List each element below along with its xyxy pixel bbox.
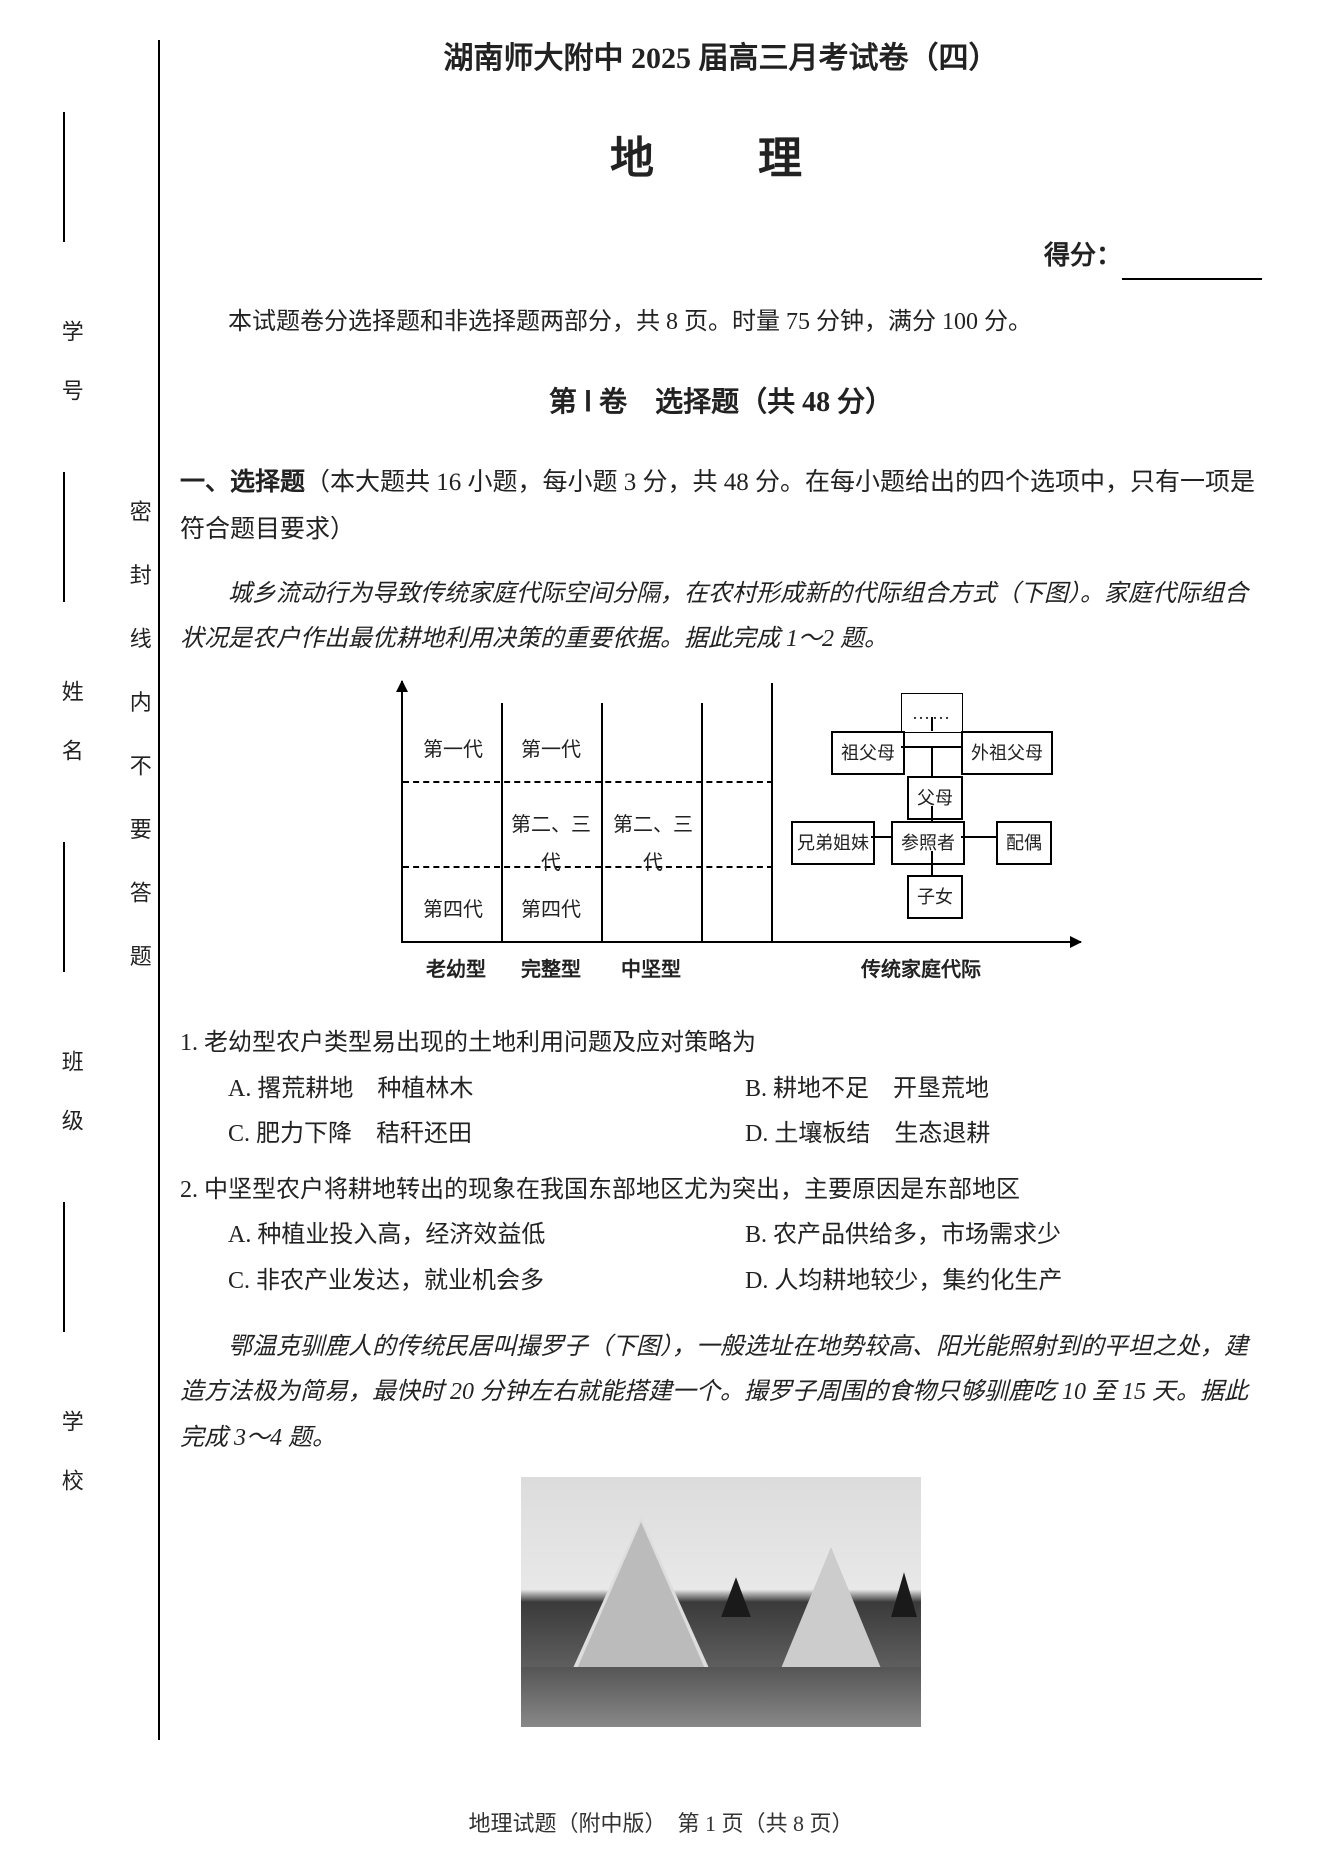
q2-options: A. 种植业投入高，经济效益低 B. 农产品供给多，市场需求少 C. 非农产业发…	[180, 1213, 1262, 1304]
tree-ref: 参照者	[891, 821, 965, 865]
gridline-v2	[601, 703, 603, 941]
gridline-h1	[403, 781, 773, 783]
q1-option-c: C. 肥力下降 秸秆还田	[228, 1112, 745, 1158]
score-blank	[1122, 278, 1262, 280]
col-label-4: 传统家庭代际	[791, 951, 1051, 989]
part1-heading-bold: 一、选择题	[180, 469, 305, 496]
subject-title: 地 理	[180, 117, 1262, 201]
passage-1: 城乡流动行为导致传统家庭代际空间分隔，在农村形成新的代际组合方式（下图）。家庭代…	[180, 572, 1262, 663]
blank-line-school	[63, 1202, 65, 1332]
generation-diagram: 第一代 第四代 第一代 第二、三代 第四代 第二、三代 …… 祖父母 外祖父母 …	[361, 681, 1081, 1001]
tree-edge	[931, 746, 933, 776]
q2-option-b: B. 农产品供给多，市场需求少	[745, 1213, 1262, 1259]
y-axis	[401, 681, 403, 941]
tree-siblings: 兄弟姐妹	[791, 821, 875, 865]
seal-line-text: 密 封 线 内 不 要 答 题	[118, 500, 160, 985]
tree-children: 子女	[907, 875, 963, 919]
q1-option-a: A. 撂荒耕地 种植林木	[228, 1067, 745, 1113]
part1-heading: 一、选择题（本大题共 16 小题，每小题 3 分，共 48 分。在每小题给出的四…	[180, 459, 1262, 554]
exam-title: 湖南师大附中 2025 届高三月考试卷（四）	[180, 30, 1262, 87]
photo-wrap	[180, 1477, 1262, 1727]
label-school: 学 校	[50, 1410, 92, 1497]
cell-c2-r1: 第一代	[511, 731, 591, 769]
part1-heading-rest: （本大题共 16 小题，每小题 3 分，共 48 分。在每小题给出的四个选项中，…	[180, 469, 1255, 544]
score-row: 得分：	[180, 231, 1262, 280]
exam-page: 学 号 姓 名 班 级 学 校 密 封 线 内 不 要 答 题 湖南师大附中 2…	[0, 0, 1322, 1869]
ground	[521, 1667, 921, 1727]
cell-c1-r3: 第四代	[413, 891, 493, 929]
question-1: 1. 老幼型农户类型易出现的土地利用问题及应对策略为 A. 撂荒耕地 种植林木 …	[180, 1021, 1262, 1158]
tree-gp2: 外祖父母	[961, 731, 1053, 775]
blank-line-id	[63, 112, 65, 242]
tree-gp1: 祖父母	[831, 731, 905, 775]
page-footer: 地理试题（附中版） 第 1 页（共 8 页）	[0, 1803, 1322, 1845]
q2-option-c: C. 非农产业发达，就业机会多	[228, 1259, 745, 1305]
generation-diagram-wrap: 第一代 第四代 第一代 第二、三代 第四代 第二、三代 …… 祖父母 外祖父母 …	[180, 681, 1262, 1001]
question-2: 2. 中坚型农户将耕地转出的现象在我国东部地区尤为突出，主要原因是东部地区 A.…	[180, 1168, 1262, 1305]
col-label-3: 中坚型	[606, 951, 696, 989]
family-tree: …… 祖父母 外祖父母 父母 兄弟姐妹 参照者 配偶 子女	[791, 691, 1071, 941]
cell-c2-r2: 第二、三代	[511, 806, 591, 882]
passage-2: 鄂温克驯鹿人的传统民居叫撮罗子（下图），一般选址在地势较高、阳光能照射到的平坦之…	[180, 1325, 1262, 1462]
label-student-name: 姓 名	[50, 680, 92, 767]
tree-edge	[931, 851, 933, 875]
label-student-id: 学 号	[50, 320, 92, 407]
q1-option-d: D. 土壤板结 生态退耕	[745, 1112, 1262, 1158]
cell-c2-r3: 第四代	[511, 891, 591, 929]
q1-text: 1. 老幼型农户类型易出现的土地利用问题及应对策略为	[180, 1021, 1262, 1067]
gridline-v1	[501, 703, 503, 941]
tree-parents: 父母	[907, 776, 963, 820]
q1-option-b: B. 耕地不足 开垦荒地	[745, 1067, 1262, 1113]
tree-spouse: 配偶	[996, 821, 1052, 865]
col-label-2: 完整型	[506, 951, 596, 989]
section-header: 第 Ⅰ 卷 选择题（共 48 分）	[180, 376, 1262, 429]
q1-options: A. 撂荒耕地 种植林木 B. 耕地不足 开垦荒地 C. 肥力下降 秸秆还田 D…	[180, 1067, 1262, 1158]
blank-line-name	[63, 472, 65, 602]
binding-gutter: 学 号 姓 名 班 级 学 校 密 封 线 内 不 要 答 题	[30, 40, 170, 1740]
blank-line-class	[63, 842, 65, 972]
cuoluozi-photo	[521, 1477, 921, 1727]
cell-c1-r1: 第一代	[413, 731, 493, 769]
q2-text: 2. 中坚型农户将耕地转出的现象在我国东部地区尤为突出，主要原因是东部地区	[180, 1168, 1262, 1214]
label-class: 班 级	[50, 1050, 92, 1137]
col-label-1: 老幼型	[411, 951, 501, 989]
cell-c3-r2: 第二、三代	[613, 806, 693, 882]
tree-edge	[931, 717, 933, 731]
q2-option-a: A. 种植业投入高，经济效益低	[228, 1213, 745, 1259]
tree-edge	[961, 836, 996, 838]
tree-edge	[931, 806, 933, 821]
score-label: 得分：	[1044, 241, 1122, 270]
exam-intro: 本试题卷分选择题和非选择题两部分，共 8 页。时量 75 分钟，满分 100 分…	[180, 300, 1262, 346]
gridline-v4	[771, 683, 773, 941]
tree-edge	[871, 836, 891, 838]
x-axis	[401, 941, 1081, 943]
gridline-v3	[701, 703, 703, 941]
q2-option-d: D. 人均耕地较少，集约化生产	[745, 1259, 1262, 1305]
